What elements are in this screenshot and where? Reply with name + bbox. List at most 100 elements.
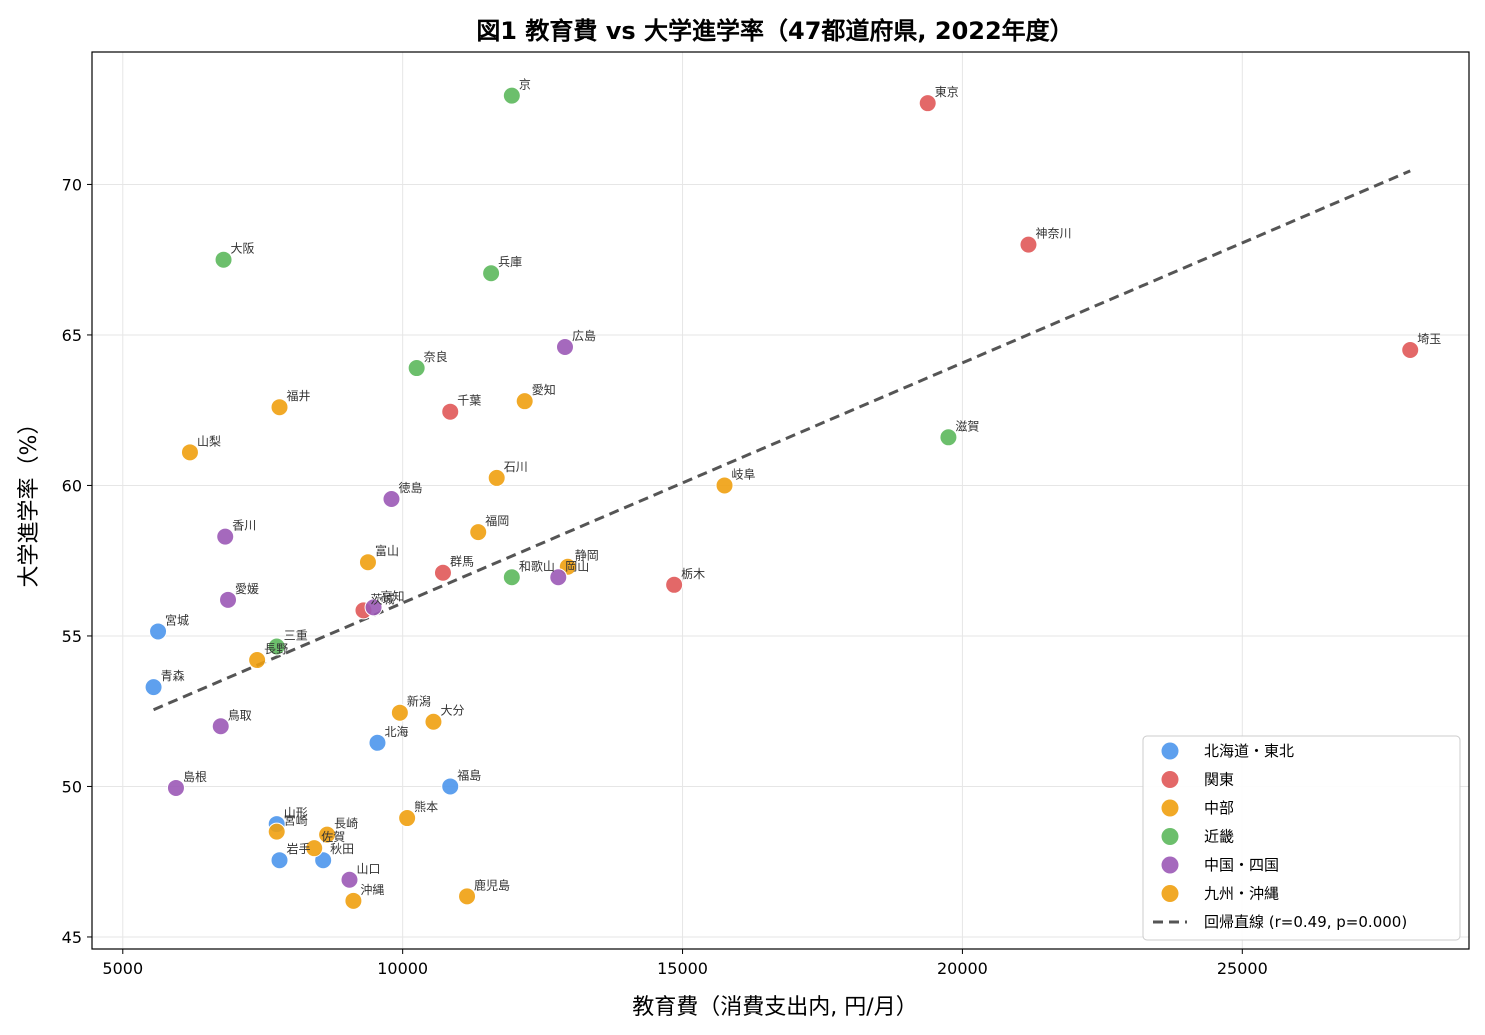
data-point <box>166 778 185 797</box>
data-point <box>1401 340 1420 359</box>
data-point <box>390 703 409 722</box>
data-point <box>433 563 452 582</box>
legend-label: 近畿 <box>1204 828 1234 846</box>
data-point <box>502 568 521 587</box>
point-label: 鳥取 <box>228 707 252 722</box>
chart-title: 図1 教育費 vs 大学進学率（47都道府県, 2022年度） <box>476 17 1073 45</box>
data-point <box>364 598 383 617</box>
data-point <box>216 527 235 546</box>
data-point <box>555 337 574 356</box>
data-point <box>715 476 734 495</box>
data-point <box>918 94 937 113</box>
point-label: 静岡 <box>575 549 599 563</box>
point-label: 群馬 <box>450 555 474 569</box>
y-axis-label: 大学進学率（%） <box>17 413 42 588</box>
y-tick-label: 55 <box>62 627 82 646</box>
point-label: 福岡 <box>485 513 509 528</box>
legend-label: 九州・沖縄 <box>1204 885 1279 903</box>
point-label: 熊本 <box>414 799 438 814</box>
regression-line <box>152 169 1411 712</box>
data-point <box>248 651 267 670</box>
point-label: 千葉 <box>457 394 481 408</box>
point-label: 岐阜 <box>732 467 756 481</box>
data-point <box>270 398 289 417</box>
point-label: 北海 <box>384 724 408 739</box>
x-tick-label: 25000 <box>1217 959 1268 978</box>
point-label: 山形 <box>284 806 308 820</box>
point-label: 富山 <box>375 543 399 558</box>
data-point <box>487 468 506 487</box>
legend-marker <box>1161 771 1179 788</box>
data-point <box>270 851 289 870</box>
point-label: 福井 <box>287 388 311 403</box>
point-label: 徳島 <box>398 480 422 495</box>
data-point <box>441 777 460 796</box>
point-label: 山梨 <box>197 434 221 448</box>
y-tick-label: 45 <box>62 928 82 947</box>
data-point <box>305 839 324 858</box>
legend-label: 中国・四国 <box>1204 856 1279 874</box>
data-point <box>144 678 163 697</box>
point-label: 東京 <box>935 85 959 99</box>
point-label: 山口 <box>356 862 380 876</box>
regression-line-path <box>152 169 1411 712</box>
data-point <box>358 553 377 572</box>
point-label: 茨城 <box>370 592 394 606</box>
legend-label: 中部 <box>1204 799 1234 817</box>
x-tick-label: 15000 <box>657 959 708 978</box>
y-tick-label: 65 <box>62 326 82 345</box>
point-label: 埼玉 <box>1417 332 1441 346</box>
data-point <box>398 809 417 828</box>
legend-marker <box>1161 799 1179 817</box>
data-point <box>149 622 168 641</box>
legend-marker <box>1161 742 1179 760</box>
data-point <box>407 359 426 378</box>
data-point <box>424 712 443 731</box>
data-point <box>318 825 337 844</box>
point-label: 青森 <box>161 668 185 683</box>
data-point <box>1019 235 1038 254</box>
point-label: 沖縄 <box>360 882 384 897</box>
point-label: 奈良 <box>424 349 448 364</box>
point-label: 佐賀 <box>321 830 345 844</box>
point-label: 石川 <box>504 460 528 474</box>
y-tick-label: 70 <box>62 175 82 194</box>
data-point <box>482 264 501 283</box>
data-point <box>267 637 286 656</box>
y-tick-label: 60 <box>62 476 82 495</box>
point-label: 鹿児島 <box>474 877 510 892</box>
data-point <box>502 86 521 105</box>
point-label: 宮崎 <box>284 813 308 828</box>
data-point <box>382 489 401 508</box>
data-point <box>340 870 359 889</box>
data-point <box>939 428 958 447</box>
point-label: 兵庫 <box>498 255 522 269</box>
y-axis-ticks: 45 50 55 60 65 70 <box>62 175 92 947</box>
point-label: 和歌山 <box>519 558 555 573</box>
data-point <box>458 887 477 906</box>
data-point <box>219 590 238 609</box>
x-tick-label: 5000 <box>102 959 143 978</box>
x-tick-label: 20000 <box>937 959 988 978</box>
data-point <box>665 575 684 594</box>
data-point <box>211 717 230 736</box>
data-point <box>180 443 199 462</box>
point-label: 神奈川 <box>1035 227 1071 241</box>
data-point <box>549 568 568 587</box>
data-point <box>214 250 233 269</box>
data-point <box>469 523 488 542</box>
x-axis-ticks: 5000 10000 15000 20000 25000 <box>102 949 1268 978</box>
point-label: 京 <box>519 78 531 92</box>
point-label: 香川 <box>232 519 256 533</box>
legend-label: 北海道・東北 <box>1204 742 1294 760</box>
point-label: 高知 <box>381 588 405 603</box>
data-points <box>144 86 1420 910</box>
point-label: 愛媛 <box>235 582 259 596</box>
data-point <box>344 891 363 910</box>
legend-label: 関東 <box>1204 771 1234 789</box>
point-label: 岩手 <box>287 841 311 856</box>
point-label: 滋賀 <box>955 419 979 433</box>
plot-frame <box>91 51 1470 950</box>
